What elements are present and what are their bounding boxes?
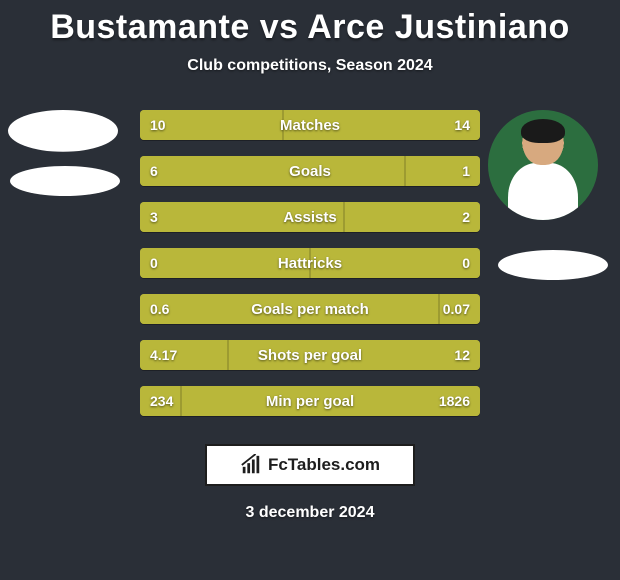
stat-row-hattricks: 0 Hattricks 0 [140,248,480,278]
stat-value-right: 0 [462,248,470,278]
stat-value-right: 12 [454,340,470,370]
stat-label: Matches [140,110,480,140]
stat-row-goals: 6 Goals 1 [140,156,480,186]
stat-label: Min per goal [140,386,480,416]
stat-value-right: 0.07 [443,294,470,324]
stat-value-right: 1826 [439,386,470,416]
site-badge-label: FcTables.com [268,455,380,475]
stat-row-min-per-goal: 234 Min per goal 1826 [140,386,480,416]
chart-icon [240,454,262,476]
player-left-avatar [8,110,118,152]
stat-label: Goals [140,156,480,186]
stat-bars: 10 Matches 14 6 Goals 1 3 Assists 2 0 Ha… [140,110,480,416]
stat-label: Hattricks [140,248,480,278]
stat-value-right: 2 [462,202,470,232]
page-subtitle: Club competitions, Season 2024 [0,57,620,75]
page-title: Bustamante vs Arce Justiniano [0,0,620,47]
comparison-panel: 10 Matches 14 6 Goals 1 3 Assists 2 0 Ha… [0,110,620,522]
player-right-name-badge [498,250,608,280]
player-left-name-badge [10,166,120,196]
stat-row-shots-per-goal: 4.17 Shots per goal 12 [140,340,480,370]
stat-row-matches: 10 Matches 14 [140,110,480,140]
player-right-avatar [488,110,598,220]
stat-row-goals-per-match: 0.6 Goals per match 0.07 [140,294,480,324]
stat-label: Assists [140,202,480,232]
stat-row-assists: 3 Assists 2 [140,202,480,232]
stat-value-right: 14 [454,110,470,140]
stat-value-right: 1 [462,156,470,186]
stat-label: Goals per match [140,294,480,324]
stat-label: Shots per goal [140,340,480,370]
site-badge[interactable]: FcTables.com [205,444,415,486]
footer-date: 3 december 2024 [0,504,620,522]
